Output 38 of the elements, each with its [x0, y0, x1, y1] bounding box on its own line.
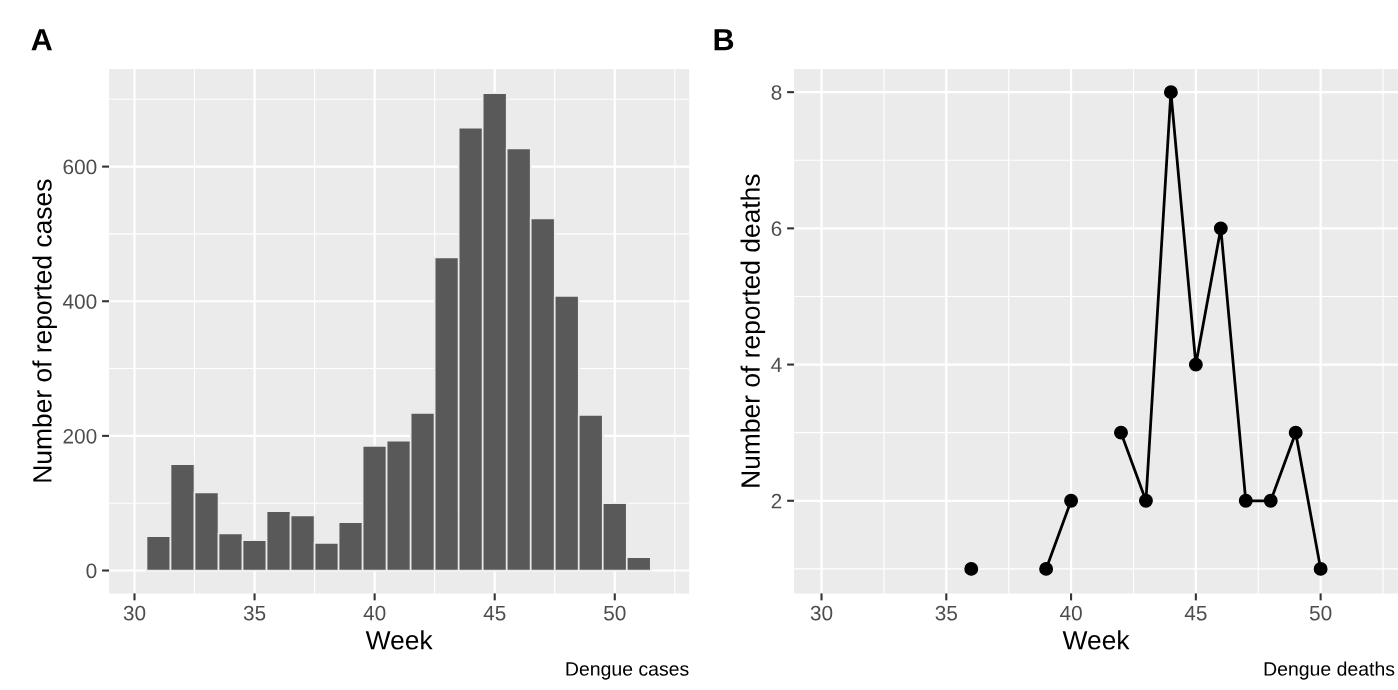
y-tick-label: 600 — [63, 159, 97, 175]
point — [1114, 425, 1128, 440]
point — [1238, 493, 1253, 508]
point — [964, 561, 979, 576]
x-tick-label: 45 — [483, 605, 506, 621]
x-tick-label: 30 — [810, 605, 833, 621]
x-tick-label: 50 — [1309, 605, 1332, 621]
x-tick-label: 50 — [604, 605, 626, 621]
point — [1263, 493, 1278, 508]
chart-title: A — [31, 29, 52, 51]
y-tick-label: 0 — [86, 563, 97, 579]
x-tick-label: 40 — [363, 605, 386, 621]
y-tick-label: 8 — [771, 85, 782, 100]
y-tick-label: 400 — [62, 294, 97, 309]
point — [1188, 357, 1203, 372]
point — [1138, 493, 1153, 508]
chart-title: B — [714, 29, 734, 51]
x-axis-title: Week — [1062, 630, 1130, 650]
x-tick-label: 40 — [1059, 605, 1082, 621]
point — [1064, 493, 1079, 508]
text: Dengue deaths — [1264, 661, 1395, 680]
x-tick-label: 35 — [243, 605, 266, 621]
y-tick-label: 200 — [63, 428, 97, 444]
point — [1213, 221, 1228, 236]
point — [1163, 85, 1178, 100]
y-tick-label: 4 — [771, 357, 782, 373]
y-tick-label: 6 — [771, 221, 782, 237]
y-axis-title: Number of reported cases — [32, 179, 57, 482]
x-tick-label: 45 — [1184, 605, 1207, 621]
text: Dengue cases — [566, 662, 689, 680]
point — [1039, 561, 1054, 576]
x-tick-label: 30 — [123, 605, 146, 621]
y-axis-title: Number of reported deaths — [740, 174, 766, 487]
y-tick-label: 2 — [771, 493, 782, 509]
point — [1313, 561, 1328, 576]
x-tick-label: 35 — [935, 605, 958, 621]
point — [1288, 425, 1303, 440]
x-axis-title: Week — [365, 630, 433, 650]
